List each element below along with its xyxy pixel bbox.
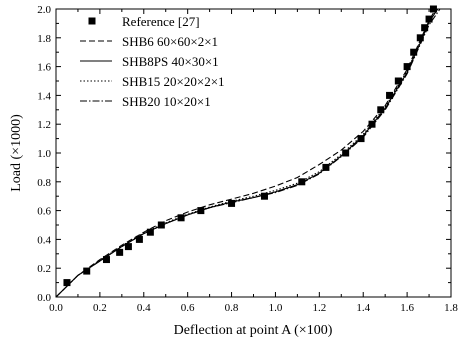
reference-marker bbox=[377, 106, 385, 114]
y-tick-label: 0.0 bbox=[37, 292, 51, 304]
reference-marker bbox=[146, 228, 154, 236]
reference-marker bbox=[298, 178, 306, 186]
series-layer bbox=[55, 5, 441, 298]
legend-label: Reference [27] bbox=[122, 14, 200, 29]
x-tick-label: 0.0 bbox=[49, 302, 63, 314]
reference-marker bbox=[197, 207, 205, 215]
reference-marker bbox=[116, 248, 124, 256]
y-tick-label: 0.6 bbox=[37, 206, 51, 218]
x-tick-label: 1.2 bbox=[312, 302, 326, 314]
y-tick-label: 0.4 bbox=[37, 234, 51, 246]
reference-marker bbox=[228, 199, 236, 207]
x-tick-label: 0.8 bbox=[225, 302, 239, 314]
x-axis-title: Deflection at point A (×100) bbox=[174, 323, 333, 338]
series-line-3 bbox=[55, 8, 439, 298]
y-tick-label: 1.0 bbox=[37, 148, 51, 160]
x-tick-label: 0.2 bbox=[93, 302, 107, 314]
legend-label: SHB6 60×60×2×1 bbox=[122, 34, 218, 49]
reference-marker bbox=[421, 24, 429, 32]
reference-marker bbox=[425, 15, 433, 23]
plot-frame bbox=[55, 8, 452, 298]
x-tick-label: 0.4 bbox=[137, 302, 151, 314]
reference-marker bbox=[157, 221, 165, 229]
series-line-2 bbox=[55, 8, 439, 298]
axis-ticks: 0.0 0.2 0.4 0.6 0.8 1.0 1.2 1.4 1.6 1.8 0.0 0.2 0.4 0… bbox=[37, 4, 458, 314]
x-tick-label: 1.8 bbox=[444, 302, 458, 314]
y-tick-label: 1.2 bbox=[37, 119, 51, 131]
reference-marker bbox=[394, 77, 402, 85]
legend: Reference [27] SHB6 60×60×2×1 SHB8PS 40×30… bbox=[80, 14, 225, 109]
reference-marker bbox=[368, 120, 376, 128]
reference-marker bbox=[63, 279, 71, 287]
reference-marker bbox=[342, 149, 350, 157]
reference-marker bbox=[410, 48, 418, 56]
y-tick-label: 2.0 bbox=[37, 4, 51, 16]
legend-marker-reference bbox=[88, 17, 96, 25]
reference-marker bbox=[177, 214, 185, 222]
y-tick-label: 1.6 bbox=[37, 62, 51, 74]
x-tick-label: 1.4 bbox=[356, 302, 370, 314]
reference-marker bbox=[135, 235, 143, 243]
series-line-4 bbox=[55, 8, 441, 298]
reference-marker bbox=[322, 163, 330, 171]
legend-label: SHB20 10×20×1 bbox=[122, 94, 211, 109]
legend-label: SHB15 20×20×2×1 bbox=[122, 74, 225, 89]
reference-marker bbox=[357, 135, 365, 143]
y-axis-title: Load (×1000) bbox=[9, 114, 24, 192]
reference-marker bbox=[429, 5, 437, 13]
x-tick-label: 1.6 bbox=[400, 302, 414, 314]
y-tick-label: 1.4 bbox=[37, 90, 51, 102]
reference-marker bbox=[260, 192, 268, 200]
series-line-1 bbox=[55, 8, 437, 298]
y-tick-label: 1.8 bbox=[37, 33, 51, 45]
legend-label: SHB8PS 40×30×1 bbox=[122, 54, 219, 69]
y-tick-label: 0.2 bbox=[37, 263, 51, 275]
reference-marker bbox=[102, 256, 110, 264]
y-tick-label: 0.8 bbox=[37, 177, 51, 189]
reference-marker bbox=[386, 91, 394, 99]
reference-marker bbox=[403, 63, 411, 71]
reference-marker bbox=[124, 243, 132, 251]
x-tick-label: 0.6 bbox=[181, 302, 195, 314]
reference-marker bbox=[416, 34, 424, 42]
x-tick-label: 1.0 bbox=[269, 302, 283, 314]
reference-marker bbox=[83, 267, 91, 275]
